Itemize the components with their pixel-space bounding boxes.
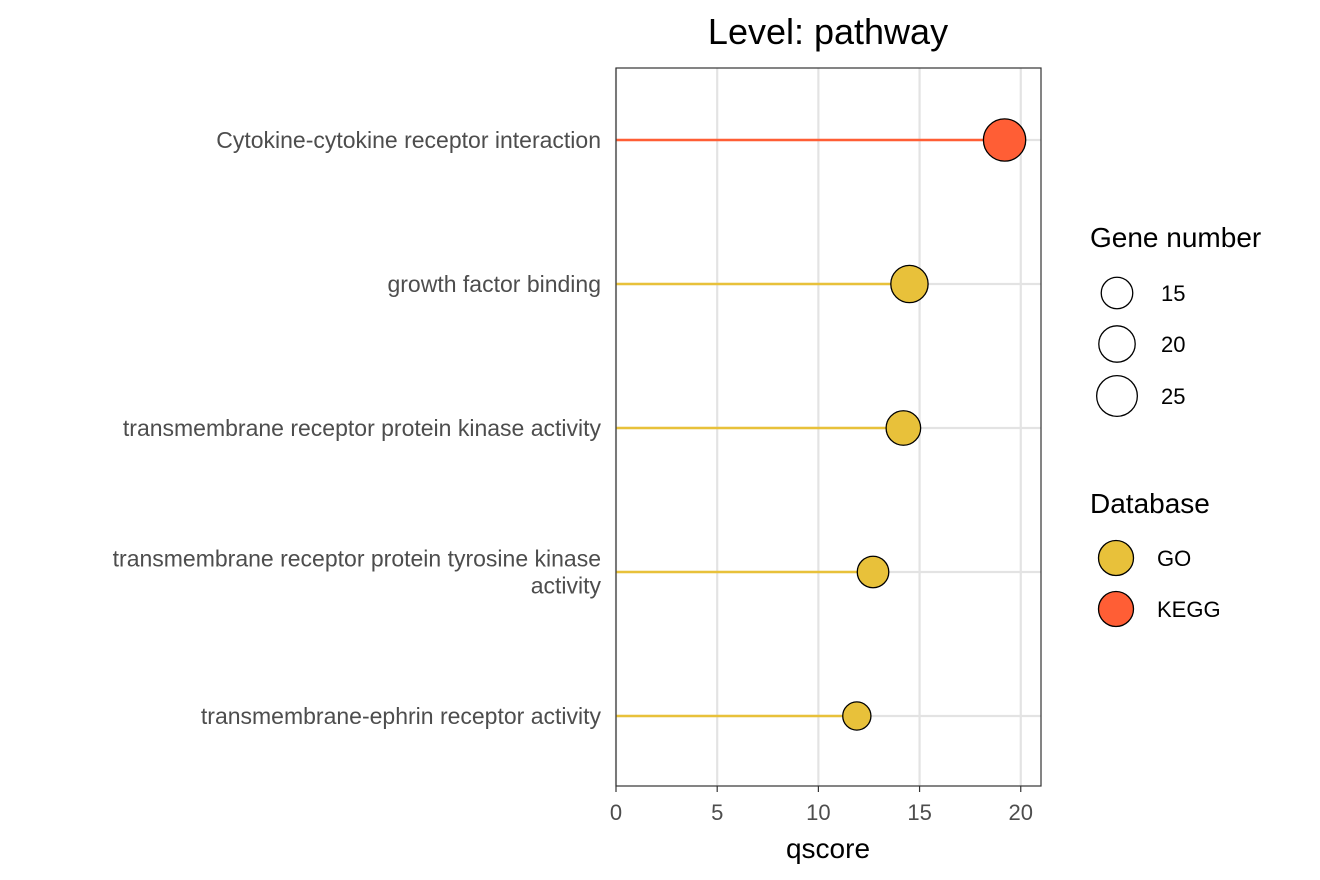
y-tick-label: activity	[531, 573, 602, 599]
color-legend-title: Database	[1090, 488, 1210, 519]
lollipop-point	[885, 410, 922, 446]
size-legend-label: 15	[1161, 281, 1185, 306]
plot-panel-border	[615, 67, 1042, 787]
y-axis-labels: Cytokine-cytokine receptor interaction gr…	[113, 127, 602, 729]
x-tick-label: 15	[907, 800, 931, 825]
x-tick-label: 20	[1009, 800, 1033, 825]
color-legend-label: KEGG	[1157, 597, 1221, 622]
y-tick-label: Cytokine-cytokine receptor interaction	[216, 127, 601, 153]
x-tick-label: 5	[711, 800, 723, 825]
size-legend-key	[1098, 325, 1136, 363]
size-legend-key	[1096, 374, 1139, 417]
chart-title: Level: pathway	[708, 11, 948, 52]
lollipop-point	[842, 701, 872, 731]
color-legend-key	[1097, 590, 1135, 628]
x-axis: 0 5 10 15 20	[610, 786, 1033, 825]
x-tick-label: 0	[610, 800, 622, 825]
lollipop-point	[982, 118, 1027, 162]
size-legend-key	[1100, 276, 1134, 310]
legend: Gene number Database 15 20 25 GO KEGG	[1090, 222, 1261, 628]
size-legend-title: Gene number	[1090, 222, 1261, 253]
size-legend-label: 25	[1161, 384, 1185, 409]
y-tick-label: transmembrane receptor protein tyrosine …	[113, 546, 601, 572]
lollipop-point	[890, 264, 929, 304]
color-legend-key	[1097, 539, 1135, 577]
y-tick-label: growth factor binding	[387, 271, 601, 297]
x-axis-title: qscore	[786, 833, 870, 864]
color-legend-label: GO	[1157, 546, 1191, 571]
y-tick-label: transmembrane-ephrin receptor activity	[201, 703, 602, 729]
x-tick-label: 10	[806, 800, 830, 825]
data-marks	[616, 118, 1027, 731]
lollipop-point	[856, 555, 890, 589]
size-legend-label: 20	[1161, 332, 1185, 357]
y-tick-label: transmembrane receptor protein kinase ac…	[123, 415, 602, 441]
